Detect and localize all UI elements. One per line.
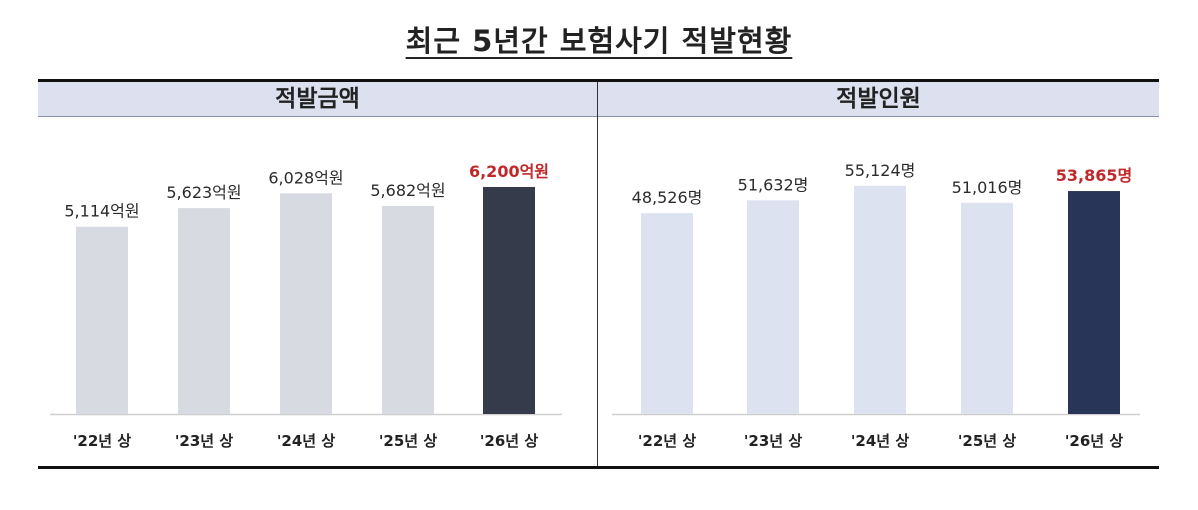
top-rule: [38, 79, 1159, 82]
amount-bar: [76, 226, 128, 414]
amount-category-label: '26년 상: [480, 432, 538, 450]
people-bar: [854, 185, 906, 414]
people-data-label: 53,865명: [1056, 166, 1132, 185]
people-category-label: '22년 상: [638, 432, 696, 450]
bottom-rule: [38, 466, 1159, 469]
amount-data-label: 5,623억원: [166, 183, 241, 202]
amount-bar: [382, 205, 434, 414]
people-data-label: 55,124명: [845, 161, 916, 180]
people-category-label: '24년 상: [851, 432, 909, 450]
people-category-label: '26년 상: [1065, 432, 1123, 450]
amount-data-label: 5,682억원: [370, 181, 445, 200]
people-category-label: '23년 상: [744, 432, 802, 450]
people-category-label: '25년 상: [958, 432, 1016, 450]
amount-category-label: '24년 상: [277, 432, 335, 450]
people-bar: [961, 202, 1013, 414]
amount-category-label: '23년 상: [175, 432, 233, 450]
amount-category-label: '25년 상: [379, 432, 437, 450]
amount-data-label: 6,028억원: [268, 168, 343, 187]
amount-bar: [280, 193, 332, 414]
amount-bar: [483, 186, 535, 414]
amount-bar: [178, 208, 230, 414]
page-title: 최근 5년간 보험사기 적발현황: [405, 24, 793, 58]
amount-category-label: '22년 상: [73, 432, 131, 450]
amount-data-label: 6,200억원: [469, 162, 549, 181]
left-panel-header: 적발금액: [38, 82, 597, 117]
people-bar: [747, 200, 799, 414]
people-data-label: 51,632명: [738, 175, 809, 194]
people-bar: [1068, 191, 1120, 414]
people-bar: [641, 213, 693, 414]
chart-frame: 적발금액 적발인원: [38, 79, 1159, 469]
people-data-label: 51,016명: [952, 178, 1023, 197]
amount-data-label: 5,114억원: [64, 202, 139, 221]
panel-divider: [597, 82, 598, 466]
right-panel-header: 적발인원: [598, 82, 1159, 117]
people-data-label: 48,526명: [632, 188, 703, 207]
